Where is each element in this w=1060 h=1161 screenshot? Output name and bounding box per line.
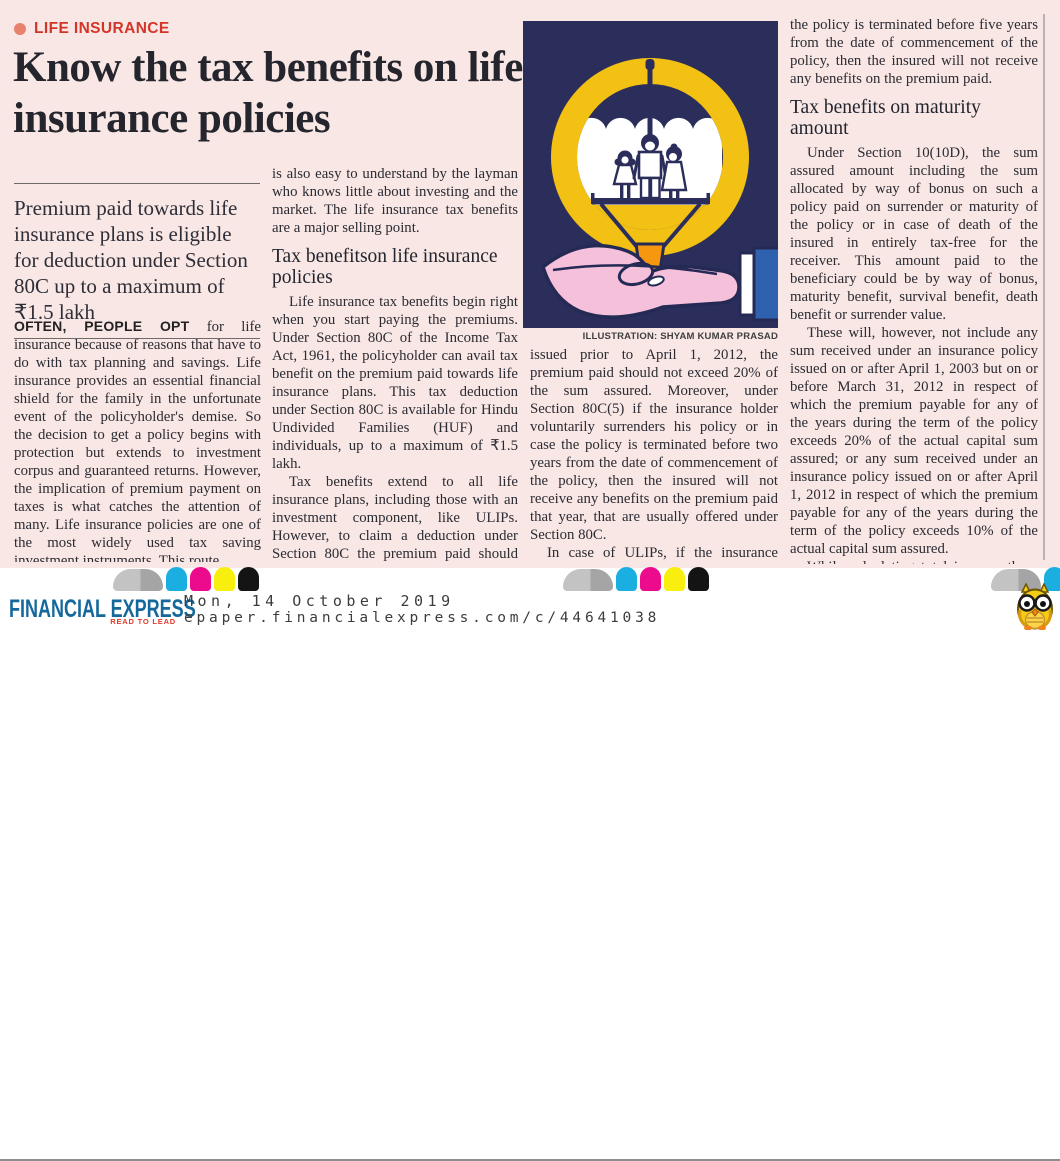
paragraph: is also easy to understand by the layman… (272, 166, 518, 236)
shirt-cuff (738, 251, 756, 317)
paragraph: Life insurance tax benefits begin right … (272, 294, 518, 472)
article-column-3: issued prior to April 1, 2012, the premi… (530, 346, 778, 562)
paragraph-text: for life insurance because of reasons th… (14, 319, 261, 562)
print-registration-marks (991, 567, 1060, 591)
financial-express-logo: FINANCIAL EXPRESS (9, 595, 196, 623)
lead-in-text: OFTEN, PEOPLE OPT (14, 318, 190, 334)
lightbulb-family-hand-illustration (523, 21, 782, 328)
registration-grey-icon (113, 569, 163, 591)
section-heading-tax-benefits-maturity: Tax benefits on maturity amount (790, 97, 981, 139)
finger-line (552, 264, 718, 276)
paragraph: While calculating total income, these in… (790, 558, 1038, 564)
column-rule-right (1043, 14, 1045, 560)
paragraph: Under Section 10(10D), the sum assured a… (790, 145, 1038, 323)
article-column-1: OFTEN, PEOPLE OPT for life insurance bec… (14, 317, 261, 562)
epaper-date: Mon, 14 October 2019 (184, 592, 455, 610)
floor-bar (592, 198, 709, 205)
registration-cyan-icon (166, 567, 187, 591)
registration-grey-icon (991, 569, 1041, 591)
registration-yellow-icon (664, 567, 685, 591)
sleeve (752, 246, 782, 322)
family-figures (612, 134, 688, 200)
registration-cyan-icon (1044, 567, 1060, 591)
bulb-funnel-left (599, 202, 639, 249)
epaper-url-link[interactable]: epaper.financialexpress.com/c/44641038 (184, 610, 661, 626)
print-registration-marks (113, 567, 259, 591)
paragraph: OFTEN, PEOPLE OPT for life insurance bec… (14, 317, 261, 562)
floor-end-left (591, 193, 595, 204)
registration-magenta-icon (190, 567, 211, 591)
print-registration-marks (563, 567, 709, 591)
illustration-caption: ILLUSTRATION: SHYAM KUMAR PRASAD (582, 331, 778, 342)
registration-black-icon (238, 567, 259, 591)
bulb-funnel-right (661, 202, 702, 249)
registration-yellow-icon (214, 567, 235, 591)
article-column-2: is also easy to understand by the layman… (272, 165, 518, 563)
thumb (617, 261, 655, 287)
paragraph: issued prior to April 1, 2012, the premi… (530, 347, 778, 543)
article-illustration (523, 21, 782, 328)
registration-grey-icon (563, 569, 613, 591)
owl-mascot-icon (1017, 582, 1053, 630)
kicker-label: LIFE INSURANCE (34, 20, 170, 37)
paragraph: These will, however, not include any sum… (790, 325, 1038, 557)
registration-black-icon (688, 567, 709, 591)
floor-end-right (706, 193, 710, 204)
article-column-4: the policy is terminated before five yea… (790, 16, 1038, 564)
section-heading-tax-benefits-policies: Tax benefitson life insurance policies (272, 246, 498, 288)
kicker-dot-icon (14, 23, 26, 35)
paragraph: In case of ULIPs, if the insurance holde… (547, 545, 778, 561)
footer-divider-line (0, 1159, 1060, 1161)
brand-tagline: READ TO LEAD (110, 617, 176, 626)
paragraph: the policy is terminated before five yea… (790, 17, 1038, 87)
article-standfirst: Premium paid towards life insurance plan… (14, 183, 260, 339)
hand-highlight (647, 275, 665, 287)
article-headline: Know the tax benefits on life insurance … (13, 44, 523, 142)
section-kicker: LIFE INSURANCE (14, 20, 170, 38)
registration-magenta-icon (640, 567, 661, 591)
registration-cyan-icon (616, 567, 637, 591)
paragraph: Tax benefits extend to all life insuranc… (272, 474, 518, 562)
